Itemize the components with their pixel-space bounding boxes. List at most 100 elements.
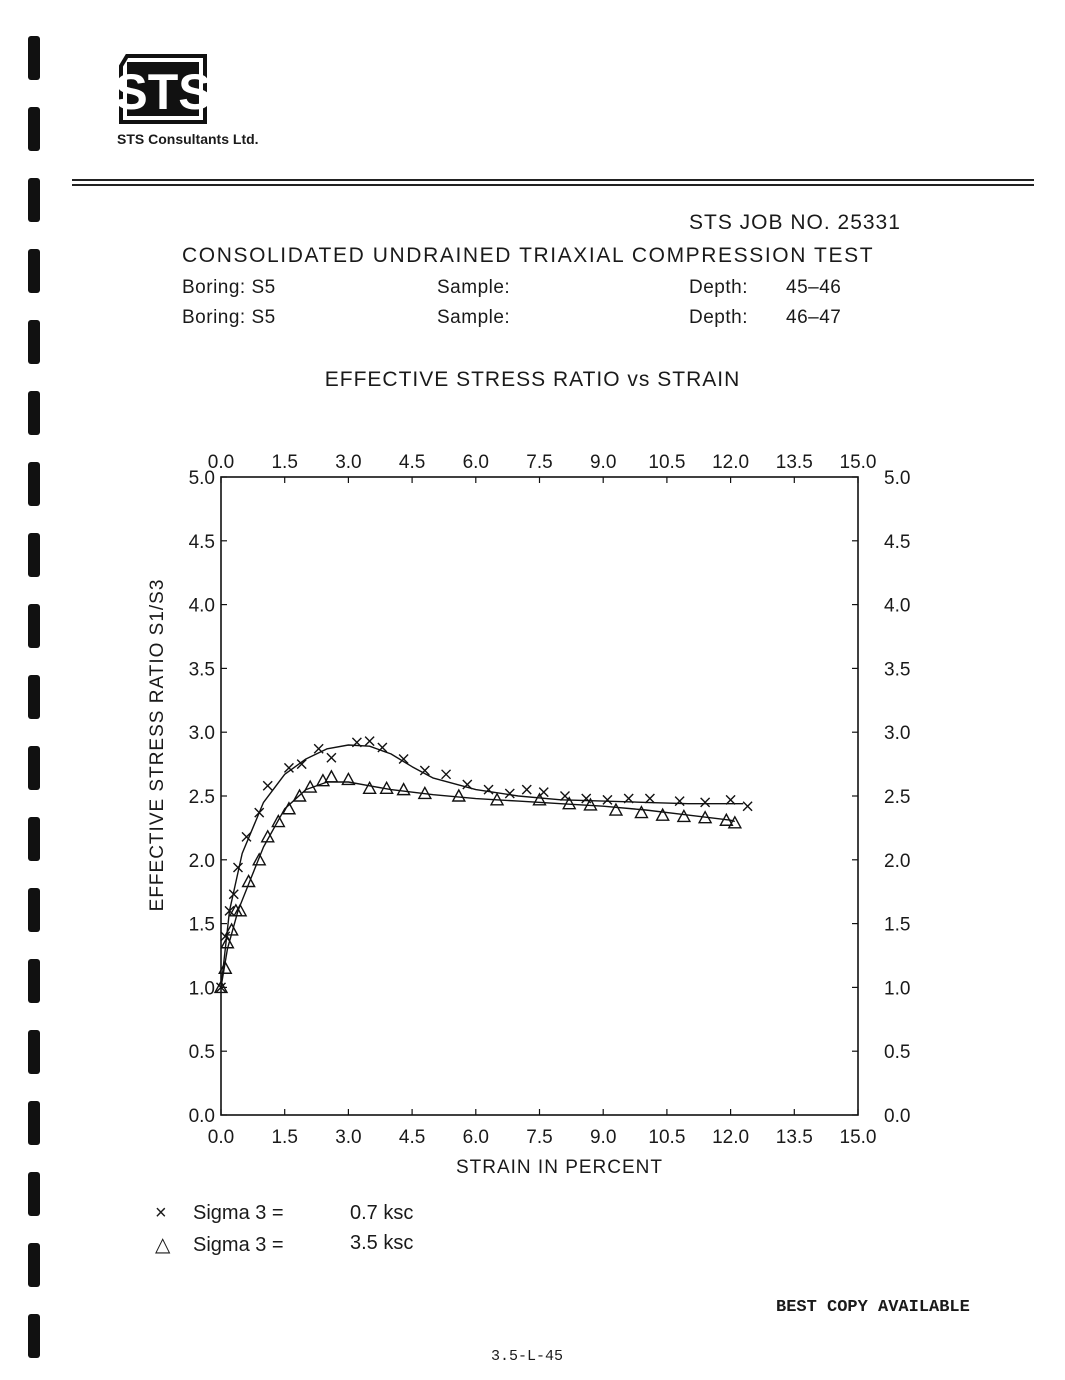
x-tick-label-top: 0.0 <box>208 452 234 473</box>
y-tick-label: 2.0 <box>189 851 215 872</box>
x-marker <box>326 752 337 763</box>
y-tick-label: 3.0 <box>189 723 215 744</box>
binder-hole <box>28 604 40 648</box>
boring-label: Boring: S5 <box>182 277 276 298</box>
x-tick-label: 4.5 <box>399 1127 425 1148</box>
x-tick-label: 13.5 <box>776 1127 813 1148</box>
triangle-marker <box>224 922 239 936</box>
page-number: 3.5-L-45 <box>491 1348 564 1365</box>
fit-curve <box>220 781 736 988</box>
y-tick-label: 5.0 <box>189 468 215 489</box>
x-marker <box>254 807 265 818</box>
x-marker-stroke <box>364 736 375 747</box>
header-rule <box>72 179 1034 181</box>
x-marker <box>398 754 409 764</box>
triangle-marker <box>532 792 547 806</box>
x-marker <box>623 793 634 804</box>
x-tick-label: 1.5 <box>271 1127 297 1148</box>
x-marker-icon: × <box>155 1202 167 1224</box>
x-marker-stroke <box>351 737 362 748</box>
y-tick-label-right: 4.5 <box>884 532 910 553</box>
x-tick-label: 15.0 <box>840 1127 877 1148</box>
x-tick-label-top: 10.5 <box>648 452 685 473</box>
boring-label: Boring: S5 <box>182 307 276 328</box>
y-tick-label-right: 0.5 <box>884 1042 910 1063</box>
depth-label: Depth: <box>689 277 748 298</box>
x-marker-stroke <box>377 742 388 753</box>
triangle-marker <box>292 788 307 802</box>
x-tick-label: 3.0 <box>335 1127 361 1148</box>
x-tick-label: 7.5 <box>526 1127 552 1148</box>
x-marker-stroke <box>483 784 494 795</box>
x-marker-stroke <box>398 754 409 764</box>
x-marker <box>216 982 226 993</box>
x-marker-stroke <box>623 793 634 804</box>
x-tick-label: 9.0 <box>590 1127 616 1148</box>
x-marker-stroke <box>313 743 324 754</box>
triangle-marker <box>379 780 394 795</box>
x-marker-stroke <box>254 807 265 818</box>
x-marker <box>700 797 711 808</box>
binder-hole <box>28 1243 40 1287</box>
binder-hole <box>28 746 40 790</box>
y-tick-label-right: 1.0 <box>884 978 910 999</box>
x-tick-label-top: 9.0 <box>590 452 616 473</box>
best-copy-notice: BEST COPY AVAILABLE <box>776 1298 970 1317</box>
x-marker-stroke <box>559 791 570 801</box>
legend-label: Sigma 3 = <box>193 1234 284 1256</box>
x-marker-stroke <box>700 797 711 808</box>
binder-hole <box>28 1172 40 1216</box>
binder-hole <box>28 888 40 932</box>
x-marker-stroke <box>581 793 592 804</box>
fit-curve <box>220 744 744 988</box>
legend-value: 0.7 ksc <box>350 1202 414 1224</box>
binder-hole <box>28 533 40 577</box>
x-tick-label-top: 1.5 <box>271 452 297 473</box>
triangle-marker <box>213 979 229 994</box>
x-marker <box>462 779 473 790</box>
triangle-marker <box>608 802 624 816</box>
test-title: CONSOLIDATED UNDRAINED TRIAXIAL COMPRESS… <box>182 244 875 267</box>
binder-hole <box>28 1030 40 1074</box>
x-marker-stroke <box>232 862 243 873</box>
x-marker-stroke <box>504 788 515 799</box>
binder-hole <box>28 249 40 293</box>
x-marker-stroke <box>262 780 273 791</box>
triangle-marker <box>489 792 505 806</box>
binder-hole <box>28 462 40 506</box>
y-tick-label: 1.0 <box>189 978 215 999</box>
binder-hole <box>28 320 40 364</box>
triangle-marker <box>719 812 734 826</box>
sample-label: Sample: <box>437 277 511 298</box>
binder-hole <box>28 107 40 151</box>
x-marker <box>725 794 736 805</box>
x-marker-stroke <box>241 831 252 842</box>
triangle-marker <box>417 785 433 800</box>
triangle-marker <box>241 874 256 888</box>
x-tick-label: 0.0 <box>208 1127 234 1148</box>
y-tick-label-right: 3.0 <box>884 723 910 744</box>
logo-text: STS <box>117 64 207 120</box>
legend-value: 3.5 ksc <box>350 1232 414 1254</box>
x-tick-label-top: 15.0 <box>840 452 877 473</box>
x-marker <box>296 759 307 770</box>
x-marker-stroke <box>216 982 226 993</box>
job-number: STS JOB NO. 25331 <box>689 211 901 234</box>
y-axis-label: EFFECTIVE STRESS RATIO S1/S3 <box>147 579 168 912</box>
triangle-marker <box>281 801 297 815</box>
triangle-marker <box>324 769 339 783</box>
triangle-marker <box>362 780 377 795</box>
x-marker <box>504 788 515 799</box>
triangle-marker <box>218 960 233 974</box>
y-tick-label-right: 5.0 <box>884 468 910 489</box>
x-marker <box>241 831 252 842</box>
x-marker-stroke <box>419 765 430 776</box>
y-tick-label: 1.5 <box>189 915 215 936</box>
x-marker-stroke <box>462 779 473 790</box>
triangle-marker <box>451 788 466 802</box>
binder-hole <box>28 1101 40 1145</box>
y-tick-label-right: 2.0 <box>884 851 910 872</box>
x-marker-stroke <box>296 759 307 770</box>
x-marker-stroke <box>674 796 685 807</box>
y-tick-label: 4.5 <box>189 532 215 553</box>
